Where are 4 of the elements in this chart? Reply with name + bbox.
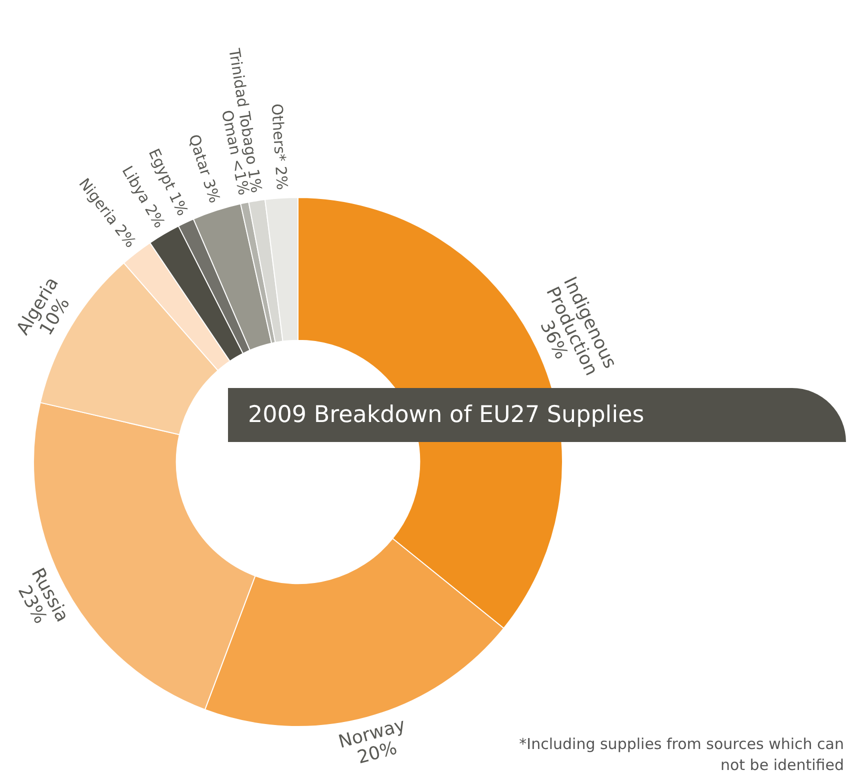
text: 2009 Breakdown of EU27 Supplies: [228, 388, 846, 442]
slice-label: Others* 2%: [268, 103, 292, 191]
text: *Including supplies from sources which can not be identified: [518, 734, 844, 776]
slice-label: Qatar 3%: [184, 132, 224, 206]
